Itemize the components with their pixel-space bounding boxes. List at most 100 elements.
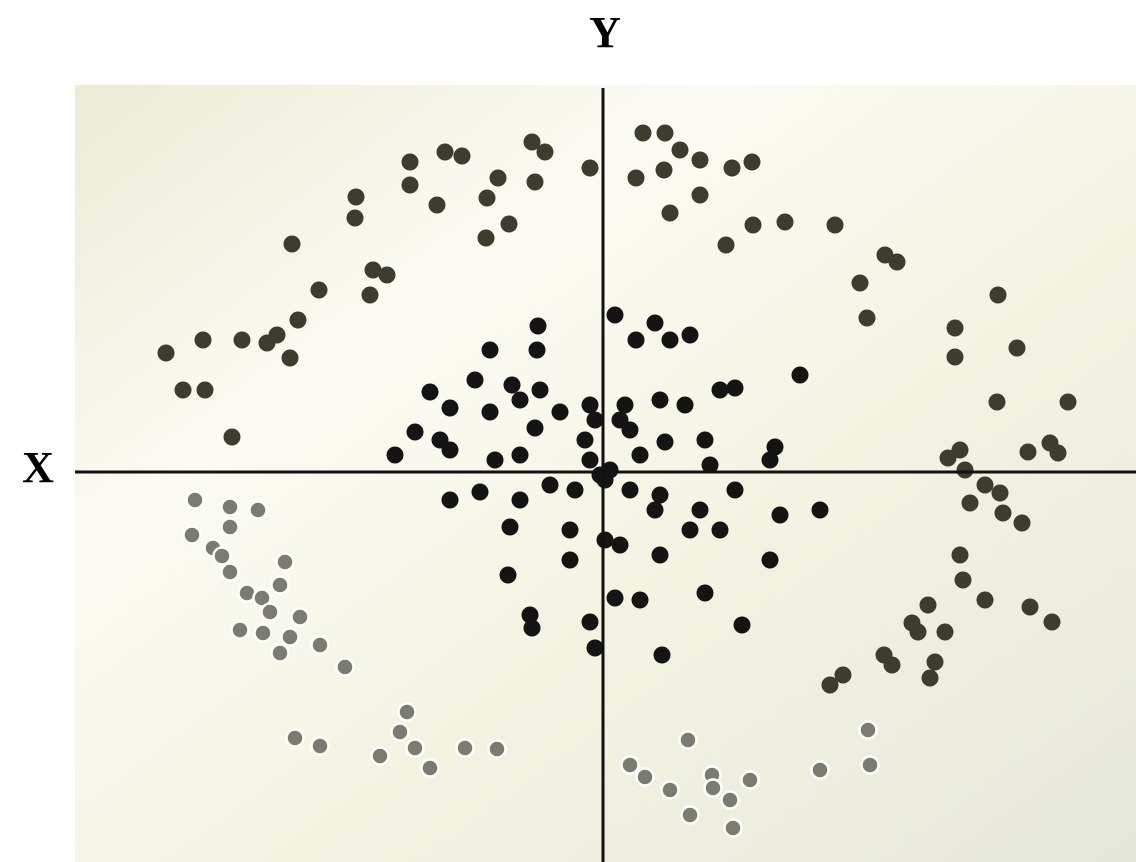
point (196, 381, 214, 399)
point (526, 419, 544, 437)
point (194, 331, 212, 349)
x-axis-label: X (22, 443, 54, 492)
point (486, 451, 504, 469)
point (726, 379, 744, 397)
point (834, 666, 852, 684)
point (230, 620, 250, 640)
point (720, 790, 740, 810)
point (988, 393, 1006, 411)
point (771, 506, 789, 524)
point (481, 341, 499, 359)
point (310, 281, 328, 299)
point (1013, 514, 1031, 532)
point (655, 161, 673, 179)
point (991, 484, 1009, 502)
point (1043, 613, 1061, 631)
point (285, 728, 305, 748)
point (711, 521, 729, 539)
point (536, 143, 554, 161)
point (260, 602, 280, 622)
point (744, 216, 762, 234)
point (776, 213, 794, 231)
point (946, 319, 964, 337)
point (860, 755, 880, 775)
point (283, 235, 301, 253)
point (361, 286, 379, 304)
point (511, 391, 529, 409)
point (680, 805, 700, 825)
point (811, 501, 829, 519)
point (581, 451, 599, 469)
point (500, 215, 518, 233)
point (290, 607, 310, 627)
point (606, 589, 624, 607)
point (390, 722, 410, 742)
point (466, 371, 484, 389)
point (541, 476, 559, 494)
point (696, 431, 714, 449)
point (627, 331, 645, 349)
point (511, 446, 529, 464)
point (566, 481, 584, 499)
point (421, 383, 439, 401)
point (601, 461, 619, 479)
point (740, 770, 760, 790)
point (711, 381, 729, 399)
point (220, 497, 240, 517)
point (976, 476, 994, 494)
point (528, 341, 546, 359)
point (428, 196, 446, 214)
point (586, 411, 604, 429)
point (370, 746, 390, 766)
point (346, 209, 364, 227)
point (939, 449, 957, 467)
point (477, 229, 495, 247)
point (455, 738, 475, 758)
point (576, 431, 594, 449)
point (401, 176, 419, 194)
point (620, 755, 640, 775)
point (936, 623, 954, 641)
point (253, 623, 273, 643)
point (634, 124, 652, 142)
point (851, 274, 869, 292)
point (646, 501, 664, 519)
point (335, 657, 355, 677)
point (481, 403, 499, 421)
point (646, 314, 664, 332)
point (501, 518, 519, 536)
point (888, 253, 906, 271)
point (717, 236, 735, 254)
point (661, 331, 679, 349)
point (347, 188, 365, 206)
point (671, 141, 689, 159)
point (946, 348, 964, 366)
point (581, 159, 599, 177)
point (1059, 393, 1077, 411)
point (660, 780, 680, 800)
point (248, 500, 268, 520)
point (270, 643, 290, 663)
point (586, 639, 604, 657)
point (743, 153, 761, 171)
point (651, 546, 669, 564)
point (627, 169, 645, 187)
point (954, 571, 972, 589)
point (182, 525, 202, 545)
point (453, 147, 471, 165)
point (1021, 598, 1039, 616)
point (621, 481, 639, 499)
point (951, 546, 969, 564)
point (289, 311, 307, 329)
point (676, 396, 694, 414)
point (678, 730, 698, 750)
point (521, 606, 539, 624)
point (681, 521, 699, 539)
point (826, 216, 844, 234)
point (185, 490, 205, 510)
point (691, 151, 709, 169)
point (766, 438, 784, 456)
point (487, 739, 507, 759)
